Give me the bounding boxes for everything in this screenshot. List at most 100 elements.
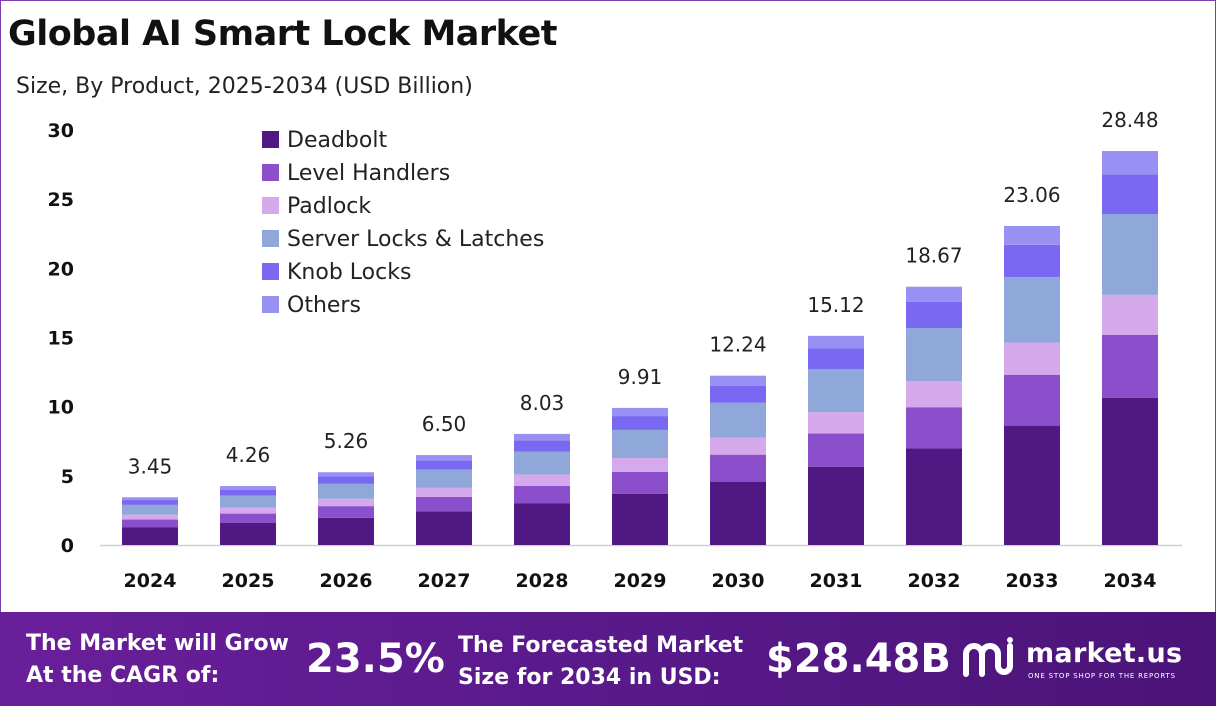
bar-segment-padlock	[906, 381, 962, 408]
bar-segment-server-locks-latches	[808, 369, 864, 413]
y-tick-label: 25	[48, 189, 74, 211]
x-tick-label: 2031	[810, 570, 863, 592]
bar-segment-server-locks-latches	[710, 402, 766, 438]
bar-total-label: 15.12	[807, 293, 864, 317]
bar-segment-padlock	[416, 487, 472, 497]
legend-label: Knob Locks	[287, 260, 411, 285]
x-tick-label: 2025	[222, 570, 275, 592]
bar-segment-deadbolt	[220, 523, 276, 545]
legend-swatch	[262, 164, 279, 181]
legend-swatch	[262, 296, 279, 313]
bar-segment-level-handlers	[906, 407, 962, 449]
bar-segment-others	[1004, 226, 1060, 245]
bar-total-label: 5.26	[324, 429, 369, 453]
legend-label: Others	[287, 293, 361, 318]
legend-swatch	[262, 197, 279, 214]
brand-logo[interactable]: market.us ONE STOP SHOP FOR THE REPORTS	[960, 636, 1200, 686]
x-tick-label: 2026	[320, 570, 373, 592]
x-tick-label: 2032	[908, 570, 961, 592]
x-tick-label: 2033	[1006, 570, 1059, 592]
bar-segment-deadbolt	[808, 466, 864, 545]
bar-segment-knob-locks	[612, 416, 668, 430]
bar-segment-level-handlers	[612, 471, 668, 494]
bar-segment-others	[710, 375, 766, 386]
bar-segment-padlock	[1004, 342, 1060, 375]
bar-segment-knob-locks	[710, 385, 766, 403]
bar-segment-others	[122, 497, 178, 501]
bar-segment-deadbolt	[122, 527, 178, 545]
bar-segment-padlock	[318, 498, 374, 507]
brand-name: market.us	[1026, 638, 1183, 669]
bar-total-label: 3.45	[128, 454, 173, 478]
footer-banner: The Market will Grow At the CAGR of: 23.…	[0, 612, 1216, 706]
bar-segment-others	[514, 433, 570, 441]
x-tick-label: 2024	[124, 570, 177, 592]
bar-segment-knob-locks	[514, 440, 570, 452]
bar-segment-knob-locks	[220, 489, 276, 496]
legend-label: Server Locks & Latches	[287, 227, 544, 252]
bar-segment-level-handlers	[318, 506, 374, 518]
y-tick-label: 0	[61, 535, 74, 557]
bar-segment-level-handlers	[514, 485, 570, 504]
forecast-value: $28.48B	[766, 636, 951, 682]
bar-segment-knob-locks	[318, 476, 374, 484]
bar-segment-deadbolt	[710, 481, 766, 545]
bar-segment-knob-locks	[1102, 174, 1158, 215]
legend-label: Level Handlers	[287, 161, 450, 186]
bar-segment-padlock	[612, 457, 668, 472]
legend-label: Deadbolt	[287, 128, 387, 153]
bar-total-label: 28.48	[1101, 108, 1158, 132]
bar-segment-server-locks-latches	[612, 429, 668, 458]
bar-segment-level-handlers	[1102, 334, 1158, 398]
bar-segment-server-locks-latches	[122, 504, 178, 515]
bar-segment-server-locks-latches	[1004, 277, 1060, 343]
bar-segment-others	[906, 286, 962, 302]
chart-subtitle: Size, By Product, 2025-2034 (USD Billion…	[16, 74, 473, 99]
bar-total-label: 12.24	[709, 333, 766, 357]
bar-segment-deadbolt	[318, 517, 374, 545]
bar-segment-server-locks-latches	[514, 451, 570, 475]
bar-segment-level-handlers	[220, 513, 276, 524]
bar-segment-deadbolt	[1004, 425, 1060, 545]
bar-segment-level-handlers	[710, 454, 766, 482]
bar-segment-others	[318, 472, 374, 477]
bar-segment-deadbolt	[612, 493, 668, 545]
bar-segment-knob-locks	[122, 500, 178, 505]
bar-total-label: 9.91	[618, 365, 663, 389]
bar-segment-padlock	[220, 507, 276, 514]
bar-segment-server-locks-latches	[1102, 214, 1158, 295]
legend-swatch	[262, 263, 279, 280]
legend-label: Padlock	[287, 194, 371, 219]
bar-segment-padlock	[710, 437, 766, 455]
bar-segment-level-handlers	[1004, 374, 1060, 426]
bar-segment-level-handlers	[416, 496, 472, 512]
cagr-label: The Market will Grow At the CAGR of:	[26, 631, 289, 688]
bar-total-label: 8.03	[520, 391, 565, 415]
bar-segment-level-handlers	[122, 519, 178, 528]
bar-segment-level-handlers	[808, 433, 864, 467]
legend-swatch	[262, 131, 279, 148]
bar-total-label: 23.06	[1003, 183, 1060, 207]
bar-segment-padlock	[514, 474, 570, 486]
bar-segment-server-locks-latches	[416, 469, 472, 488]
bar-segment-deadbolt	[906, 448, 962, 545]
forecast-label: The Forecasted Market Size for 2034 in U…	[458, 633, 744, 690]
bar-total-label: 18.67	[905, 244, 962, 268]
bar-segment-padlock	[122, 514, 178, 520]
x-tick-label: 2027	[418, 570, 471, 592]
y-tick-label: 5	[61, 466, 74, 488]
chart-title: Global AI Smart Lock Market	[8, 14, 557, 54]
bar-segment-others	[416, 455, 472, 461]
bar-segment-others	[808, 335, 864, 349]
bar-segment-server-locks-latches	[220, 495, 276, 508]
bar-total-label: 6.50	[422, 412, 467, 436]
x-tick-label: 2029	[614, 570, 667, 592]
y-tick-label: 10	[48, 397, 74, 419]
bar-segment-knob-locks	[416, 460, 472, 470]
y-tick-label: 15	[48, 328, 74, 350]
x-tick-label: 2028	[516, 570, 569, 592]
bar-segment-others	[220, 486, 276, 490]
x-tick-label: 2034	[1104, 570, 1157, 592]
bar-segment-server-locks-latches	[318, 483, 374, 499]
bar-segment-knob-locks	[808, 348, 864, 370]
